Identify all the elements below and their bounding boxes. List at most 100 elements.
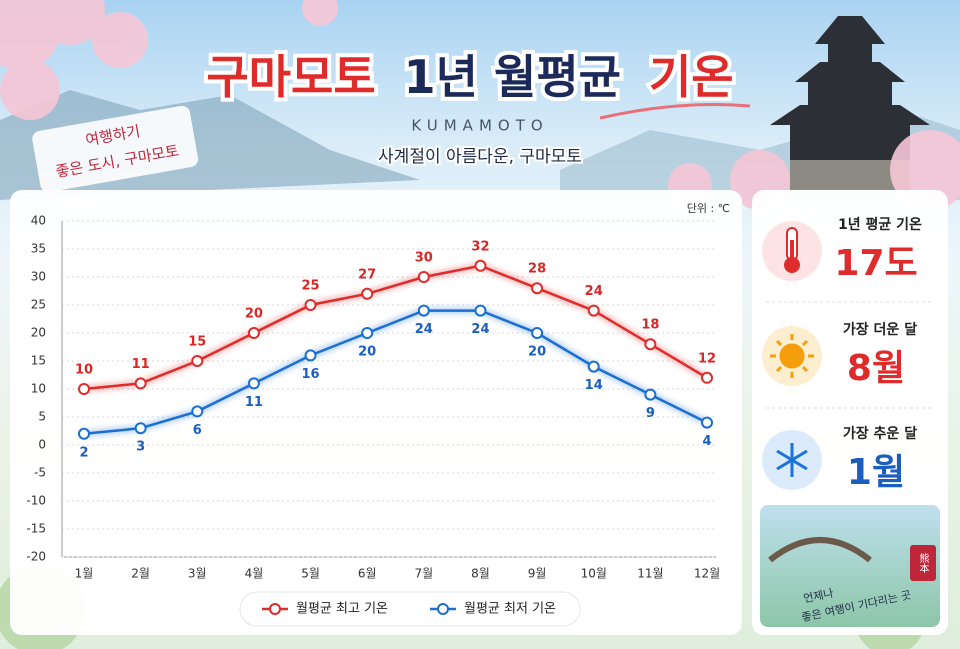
thermometer-icon [784, 227, 800, 273]
subtitle: 사계절이 아름다운, 구마모토 [378, 147, 582, 167]
legend-marker [437, 603, 449, 615]
highlight-value: 8월 [847, 348, 905, 389]
point [191, 405, 204, 418]
x-tick-label: 10월 [581, 567, 607, 581]
value-label: 24 [415, 322, 433, 337]
y-tick-label: 40 [31, 214, 46, 228]
value-label: 10 [75, 363, 93, 378]
legend-label: 월평균 최저 기온 [464, 602, 556, 617]
x-tick-label: 11월 [637, 567, 663, 581]
point [587, 304, 600, 317]
x-tick-label: 1월 [75, 567, 94, 581]
value-label: 16 [301, 367, 319, 382]
x-tick-label: 4월 [245, 567, 264, 581]
series-line [83, 264, 708, 391]
value-label: 25 [301, 279, 319, 294]
value-label: 18 [641, 318, 659, 333]
point [701, 371, 713, 384]
legend-items: 월평균 최고 기온 월평균 최저 기온 [262, 602, 556, 617]
chart-panel [10, 190, 742, 635]
value-label: 11 [132, 357, 150, 372]
point [304, 349, 317, 362]
subtitle-en: KUMAMOTO [411, 117, 548, 135]
caption-line: 언제나 [802, 586, 834, 605]
value-label: 20 [245, 307, 263, 322]
value-label: 9 [646, 406, 655, 421]
series-line [83, 309, 708, 436]
point [247, 327, 260, 339]
value-label: 6 [193, 423, 202, 438]
scenery-photo [760, 505, 940, 627]
point [304, 299, 317, 311]
x-tick-label: 9월 [528, 567, 547, 581]
seal-text: 熊本 [917, 552, 929, 574]
x-tick-label: 12월 [694, 567, 720, 581]
castle [770, 16, 930, 190]
y-tick-label: 5 [38, 410, 46, 424]
value-label: 11 [245, 395, 263, 410]
x-tick-label: 5월 [301, 567, 320, 581]
point [78, 427, 90, 440]
value-label: 12 [698, 351, 716, 366]
y-tick-label: 0 [38, 438, 46, 452]
y-tick-label: 20 [31, 326, 46, 340]
y-tick-label: 10 [31, 382, 46, 396]
x-tick-label: 7월 [414, 567, 433, 581]
y-tick-label: -5 [34, 466, 46, 480]
title-part: 기온 [649, 50, 734, 104]
underline [599, 103, 751, 120]
value-label: 24 [585, 284, 603, 299]
value-label: 3 [136, 440, 145, 455]
highlight-label: 1년 평균 기온 [838, 216, 922, 233]
y-tick-label: 30 [31, 270, 46, 284]
point [134, 422, 147, 435]
point [191, 355, 204, 367]
point [361, 327, 374, 339]
title-part: 구마모토 [206, 50, 375, 104]
highlight-value: 17도 [834, 243, 917, 284]
sticker: 여행하기 좋은 도시, 구마모토 [32, 105, 199, 193]
x-tick-label: 3월 [188, 567, 207, 581]
chart: -20 -15 -10 -5 0 5 10 15 20 25 30 35 40 1월 2월 3월 4월 5월 6월 7… [26, 214, 720, 581]
x-tick-label: 8월 [471, 567, 490, 581]
point [417, 304, 430, 317]
highlight-value: 1월 [847, 452, 905, 493]
bridge [768, 537, 872, 563]
value-label: 2 [79, 445, 88, 460]
value-label: 20 [358, 345, 376, 360]
title-part: 1년 월평균 [404, 50, 621, 104]
value-label: 4 [702, 434, 711, 449]
y-tick-label: -20 [26, 550, 46, 564]
unit-label: 단위 : ℃ [687, 202, 730, 215]
value-label: 15 [188, 335, 206, 350]
x-tick-label: 6월 [358, 567, 377, 581]
highlight-label: 가장 더운 달 [843, 321, 917, 338]
y-tick-label: -15 [26, 522, 46, 536]
highlight-label: 가장 추운 달 [843, 425, 917, 442]
point [644, 388, 657, 401]
y-tick-label: 35 [31, 242, 46, 256]
value-label: 28 [528, 262, 546, 277]
point [587, 360, 600, 373]
point [701, 416, 713, 429]
point [474, 259, 487, 272]
seal [910, 545, 936, 581]
y-tick-label: -10 [26, 494, 46, 508]
legend-label: 월평균 최고 기온 [296, 602, 388, 617]
y-tick-label: 15 [31, 354, 46, 368]
value-label: 32 [471, 239, 489, 254]
point [417, 271, 430, 283]
point [531, 282, 544, 295]
point [644, 338, 657, 351]
x-tick-label: 2월 [131, 567, 150, 581]
point [361, 287, 374, 300]
point [134, 377, 147, 390]
value-label: 27 [358, 267, 376, 282]
legend-marker [269, 603, 281, 615]
y-tick-label: 25 [31, 298, 46, 312]
legend [239, 591, 581, 627]
sticker-bg [32, 105, 199, 193]
